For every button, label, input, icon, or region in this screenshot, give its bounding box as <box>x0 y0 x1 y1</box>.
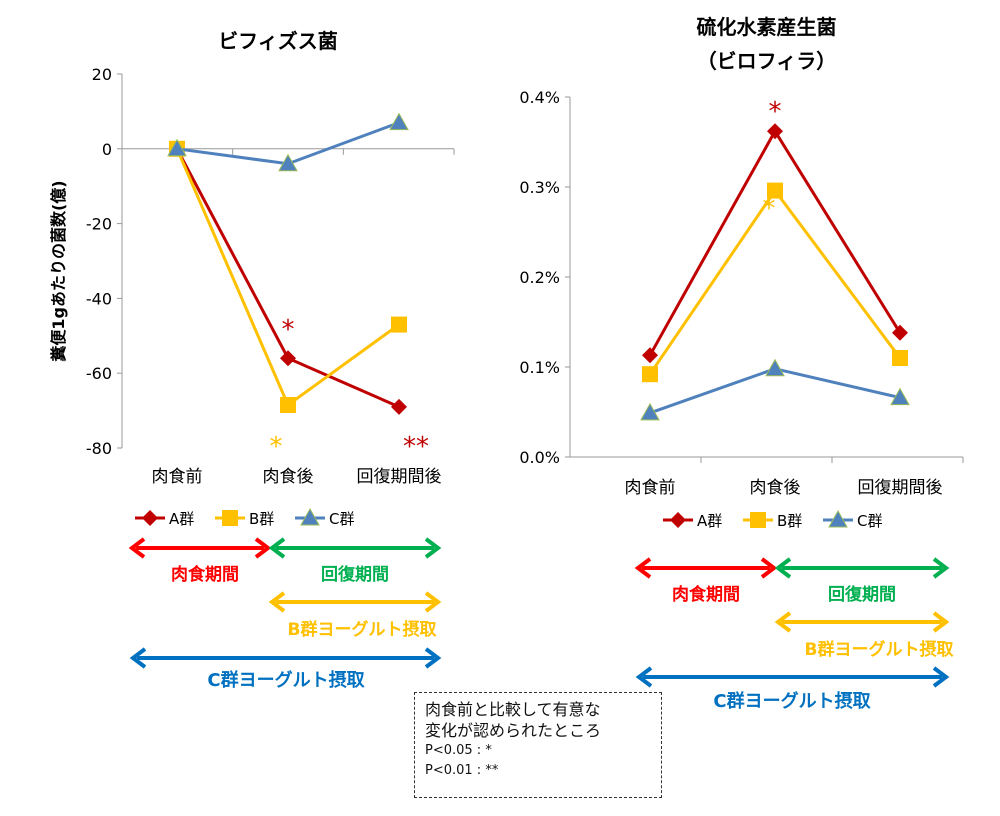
data-point-B <box>642 366 658 383</box>
legend-marker-B <box>222 510 238 526</box>
legend-label-B: B群 <box>777 512 802 530</box>
legend-marker-A <box>670 512 686 528</box>
data-point-C <box>890 387 910 406</box>
label-recovery-period: 回復期間 <box>828 584 896 605</box>
y-tick-label: 0 <box>102 140 112 159</box>
chart-title: ビフィズス菌 <box>218 29 338 53</box>
x-tick-label: 回復期間後 <box>858 478 943 498</box>
significance-mark: * <box>763 194 776 224</box>
note-p05: P<0.05 : * <box>425 743 492 758</box>
arrow-c-yogurt-head-right <box>424 647 442 669</box>
arrow-b-yogurt-head-left <box>774 611 792 633</box>
y-tick-label: 0.2% <box>519 268 560 287</box>
arrow-c-yogurt-head-left <box>129 647 147 669</box>
data-point-A <box>642 347 658 364</box>
data-point-C <box>167 138 187 157</box>
data-point-A <box>767 123 783 140</box>
significance-mark: * <box>270 432 283 462</box>
x-tick-label: 肉食前 <box>625 478 676 498</box>
label-meat-period: 肉食期間 <box>672 584 740 605</box>
arrow-meat-period-head-left <box>634 557 652 579</box>
data-point-C <box>389 112 409 131</box>
arrow-recovery-period-head-right <box>932 557 950 579</box>
y-tick-label: 0.0% <box>519 448 560 467</box>
note-line2: 変化が認められたところ <box>425 721 602 740</box>
legend-marker-A <box>142 510 158 526</box>
legend-marker-B <box>750 512 766 528</box>
arrow-meat-period-head-right <box>760 557 778 579</box>
x-tick-label: 肉食後 <box>263 467 314 487</box>
note-p01: P<0.01 : ** <box>425 763 499 778</box>
arrow-b-yogurt-head-right <box>424 591 442 613</box>
series-line-A <box>175 148 400 409</box>
label-c-yogurt: C群ヨーグルト摂取 <box>207 669 365 691</box>
arrow-c-yogurt-head-left <box>635 666 653 688</box>
data-point-B <box>767 182 783 199</box>
data-point-C <box>278 153 298 172</box>
arrow-b-yogurt-head-right <box>932 611 950 633</box>
significance-mark: ** <box>403 432 429 462</box>
data-point-A <box>892 324 908 341</box>
data-point-B <box>391 316 407 333</box>
data-point-B <box>892 350 908 366</box>
x-tick-label: 肉食後 <box>750 478 801 498</box>
x-tick-label: 回復期間後 <box>357 467 442 487</box>
arrow-meat-period-head-left <box>128 537 146 559</box>
arrow-recovery-period-head-right <box>424 537 442 559</box>
significance-mark: * <box>769 97 782 127</box>
label-meat-period: 肉食期間 <box>171 564 239 585</box>
y-tick-label: -20 <box>86 215 112 234</box>
arrow-recovery-period-head-left <box>268 537 286 559</box>
data-point-C <box>765 358 785 377</box>
legend-label-C: C群 <box>857 512 882 530</box>
y-axis-label: 糞便1gあたりの菌数(億) <box>49 180 68 362</box>
y-tick-label: 20 <box>92 65 112 84</box>
series-line-B <box>175 148 400 408</box>
y-tick-label: 0.4% <box>519 88 560 107</box>
x-tick-label: 肉食前 <box>152 467 203 487</box>
y-tick-label: 0.3% <box>519 178 560 197</box>
label-recovery-period: 回復期間 <box>321 564 389 585</box>
legend-marker-C <box>828 509 848 528</box>
legend-label-B: B群 <box>249 510 274 528</box>
data-point-A <box>280 350 296 367</box>
significance-mark: * <box>282 315 295 345</box>
y-tick-label: 0.1% <box>519 358 560 377</box>
significance-note: 肉食前と比較して有意な 変化が認められたところ P<0.05 : * P<0.0… <box>414 692 662 798</box>
arrow-recovery-period-head-left <box>774 557 792 579</box>
data-point-C <box>640 402 660 421</box>
label-c-yogurt: C群ヨーグルト摂取 <box>713 690 871 712</box>
arrow-meat-period-head-right <box>254 537 272 559</box>
data-point-A <box>391 398 407 415</box>
arrow-b-yogurt-head-left <box>268 591 286 613</box>
arrow-c-yogurt-head-right <box>932 666 950 688</box>
legend-label-C: C群 <box>329 510 354 528</box>
note-line1: 肉食前と比較して有意な <box>425 700 601 719</box>
chart-subtitle: （ビロフィラ） <box>697 49 837 73</box>
legend-label-A: A群 <box>169 510 194 528</box>
y-tick-label: -40 <box>86 289 112 308</box>
chart-title: 硫化水素産生菌 <box>697 15 837 39</box>
label-b-yogurt: B群ヨーグルト摂取 <box>288 619 437 640</box>
y-tick-label: -80 <box>86 439 112 458</box>
legend-label-A: A群 <box>697 512 722 530</box>
data-point-B <box>280 396 296 413</box>
y-tick-label: -60 <box>86 364 112 383</box>
label-b-yogurt: B群ヨーグルト摂取 <box>805 639 954 660</box>
legend-marker-C <box>300 507 320 526</box>
